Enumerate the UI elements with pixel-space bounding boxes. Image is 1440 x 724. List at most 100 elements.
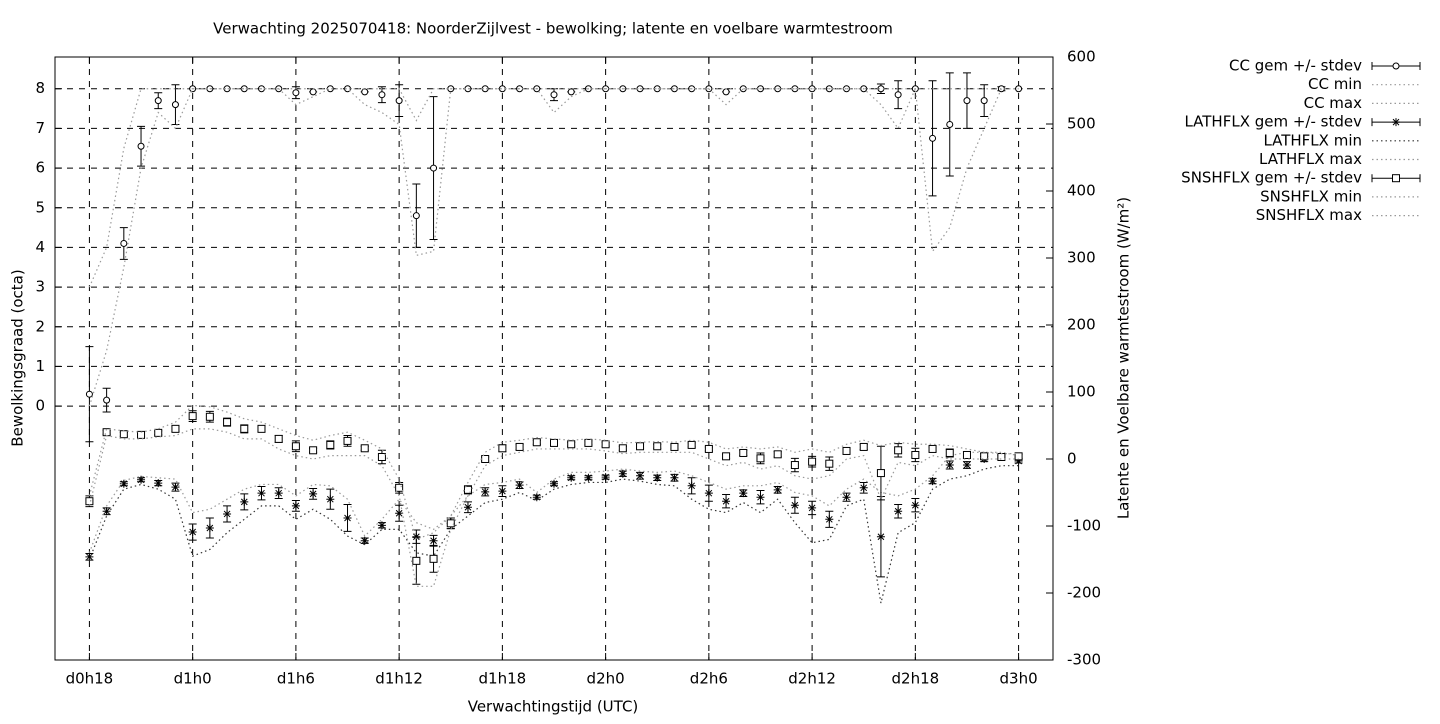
marker-square [515,442,524,451]
marker-square [274,434,283,443]
marker-star [842,493,851,502]
marker-star [463,503,472,512]
marker-square [756,454,765,463]
x-axis-label: Verwachtingstijd (UTC) [468,698,639,716]
legend-label: CC max [1304,94,1363,112]
marker-circle [292,89,300,97]
x-tick-label: d1h0 [174,670,212,688]
marker-star [412,532,421,541]
marker-star [911,501,920,510]
marker-star [739,489,748,498]
marker-square [360,444,369,453]
x-tick-label: d2h18 [892,670,940,688]
y2-tick-label: 0 [1067,450,1077,468]
marker-star [945,461,954,470]
marker-star [687,481,696,490]
y2-tick-label: -200 [1067,584,1101,602]
legend-label: CC min [1308,75,1362,93]
marker-circle [550,91,558,99]
marker-star [756,493,765,502]
marker-square [205,412,214,421]
marker-square [498,444,507,453]
legend-label: LATHFLX gem +/- stdev [1184,113,1362,131]
y-tick-label: 5 [35,198,45,216]
marker-square [894,446,903,455]
marker-square [171,424,180,433]
marker-star [894,507,903,516]
y2-tick-label: -300 [1067,651,1101,669]
marker-square [739,448,748,457]
marker-star [309,489,318,498]
y-tick-label: 1 [35,357,45,375]
range-line [88,451,1019,554]
marker-circle [154,97,162,105]
marker-square [653,442,662,451]
marker-square [670,442,679,451]
marker-circle [171,101,179,109]
marker-square [584,438,593,447]
marker-circle [103,396,111,404]
marker-square [722,452,731,461]
x-tick-label: d2h0 [587,670,625,688]
marker-star [119,479,128,488]
marker-square [154,428,163,437]
marker-circle [361,88,369,96]
marker-star [429,536,438,545]
marker-square [1014,452,1023,461]
y-axis-label: Bewolkingsgraad (octa) [9,269,27,446]
marker-square [790,461,799,470]
marker-star [601,473,610,482]
marker-square [188,412,197,421]
marker-circle [309,88,317,96]
marker-star [567,473,576,482]
marker-star [498,487,507,496]
chart-title: Verwachting 2025070418: NoorderZijlvest … [213,20,893,38]
y-tick-label: 0 [35,397,45,415]
marker-circle [946,120,954,128]
marker-square [859,442,868,451]
marker-circle [894,91,902,99]
marker-square [137,430,146,439]
marker-square [377,452,386,461]
marker-square [618,444,627,453]
marker-square [223,418,232,427]
y-tick-label: 8 [35,79,45,97]
marker-circle [395,97,403,105]
y-tick-label: 3 [35,278,45,296]
marker-circle [567,88,575,96]
marker-star [395,509,404,518]
legend-label: SNSHFLX gem +/- stdev [1181,169,1362,187]
marker-square [85,497,94,506]
marker-circle [929,134,937,142]
marker-circle [412,212,420,220]
marker-circle [137,142,145,150]
y-tick-label: 2 [35,317,45,335]
y-tick-label: 4 [35,238,45,256]
marker-star [825,515,834,524]
marker-circle [378,91,386,99]
marker-star [653,473,662,482]
marker-square [962,450,971,459]
marker-star [274,489,283,498]
marker-square [481,455,490,463]
marker-square [704,444,713,453]
marker-star [859,483,868,492]
marker-square [567,440,576,449]
marker-square [825,459,834,468]
marker-star [928,477,937,486]
marker-circle [722,88,730,96]
marker-star [1014,457,1023,466]
range-line [88,428,1019,587]
marker-circle [430,164,438,172]
marker-star [550,479,558,488]
legend-marker [1392,174,1400,183]
marker-star [636,471,645,480]
marker-square [291,442,300,451]
y2-tick-label: 100 [1067,383,1096,401]
legend-marker [1392,62,1400,70]
legend-label: LATHFLX min [1263,131,1362,149]
y2-tick-label: 200 [1067,316,1096,334]
marker-square [773,450,782,459]
